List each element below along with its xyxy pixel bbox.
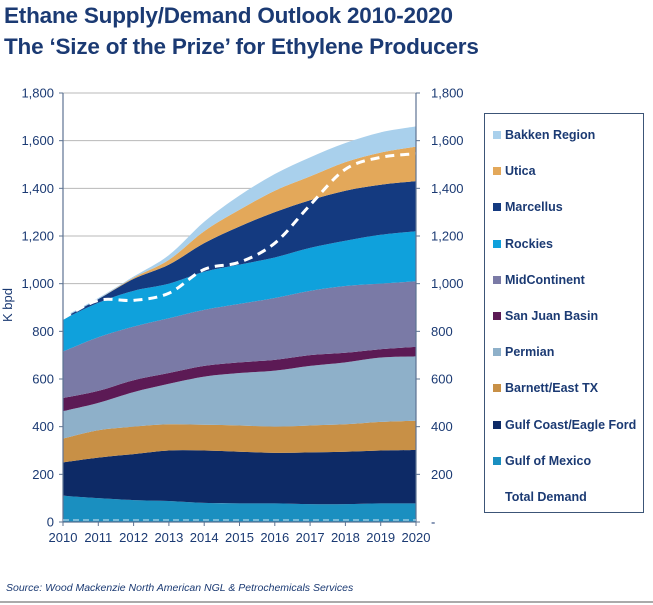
legend-swatch (493, 203, 501, 212)
legend-label: Bakken Region (505, 128, 596, 142)
legend-swatch (493, 348, 501, 357)
legend-swatch (493, 275, 501, 284)
y-tick-label-left: 200 (32, 467, 54, 482)
area-rockies (63, 231, 416, 352)
y-tick-label-left: 0 (47, 515, 54, 530)
legend-swatch (493, 131, 501, 139)
legend-label: Gulf Coast/Eagle Ford (505, 417, 637, 432)
legend-swatch (493, 312, 501, 320)
legend-item-gulf-of-mexico: Gulf of Mexico (493, 454, 591, 468)
legend-swatch (493, 456, 501, 465)
legend-swatch (493, 420, 501, 429)
source-note: Source: Wood Mackenzie North American NG… (6, 582, 354, 594)
area-barnett-east-tx (63, 420, 416, 463)
area-marcellus (63, 181, 416, 320)
y-axis-left: 0 200 400 600 800 1,000 1,200 1,400 1,600 1,800 (21, 86, 63, 530)
y-tick-label-right: 200 (431, 467, 453, 482)
x-axis: 2010 2011 2012 2013 2014 2015 2016 2017 2018 2019… (49, 522, 431, 545)
y-tick-label-right: - (431, 515, 435, 530)
y-tick-label-left: 1,400 (21, 181, 54, 196)
x-tick-label: 2020 (402, 530, 431, 545)
x-tick-label: 2013 (154, 530, 183, 545)
chart-subtitle: The ‘Size of the Prize’ for Ethylene Pro… (4, 34, 479, 59)
legend: Bakken Region Utica Marcellus Rockies MidCon… (484, 113, 644, 513)
legend-label: Total Demand (505, 490, 587, 504)
legend-label: Permian (505, 345, 555, 360)
area-midcontinent (63, 281, 416, 399)
y-tick-label-left: 1,800 (21, 86, 54, 101)
legend-item-marcellus: Marcellus (493, 200, 563, 214)
legend-swatch (493, 493, 501, 501)
chart-title: Ethane Supply/Demand Outlook 2010-2020 (4, 3, 453, 28)
area-san-juan-basin (63, 346, 416, 412)
legend-label: MidContinent (505, 272, 585, 287)
y-tick-label-right: 1,400 (431, 181, 464, 196)
x-tick-label: 2014 (190, 530, 219, 545)
legend-swatch (493, 384, 501, 393)
y-axis-title: K bpd (0, 288, 15, 322)
legend-label: Rockies (505, 236, 553, 251)
area-utica (63, 146, 416, 319)
area-gulf-coast-eagle-ford (63, 450, 416, 505)
area-permian (63, 356, 416, 439)
y-tick-label-right: 1,800 (431, 86, 464, 101)
x-tick-label: 2015 (225, 530, 254, 545)
legend-item-bakken-region: Bakken Region (493, 128, 595, 142)
total-demand-line (62, 152, 417, 320)
legend-label: San Juan Basin (505, 309, 599, 323)
footer-divider (0, 601, 653, 603)
x-tick-label: 2018 (331, 530, 360, 545)
y-tick-label-left: 1,000 (21, 276, 54, 291)
legend-swatch (493, 239, 501, 248)
legend-label: Gulf of Mexico (505, 453, 592, 468)
x-tick-label: 2017 (296, 530, 325, 545)
legend-label: Barnett/East TX (505, 381, 599, 396)
legend-swatch (493, 167, 501, 176)
legend-item-rockies: Rockies (493, 237, 553, 251)
legend-item-gulf-coast-eagle-ford: Gulf Coast/Eagle Ford (493, 418, 636, 432)
legend-label: Utica (505, 164, 536, 179)
y-tick-label-left: 800 (32, 324, 54, 339)
legend-label: Marcellus (505, 200, 563, 215)
legend-item-permian: Permian (493, 345, 554, 359)
y-tick-label-right: 1,600 (431, 133, 464, 148)
x-tick-label: 2016 (260, 530, 289, 545)
legend-item-total-demand: Total Demand (493, 490, 587, 504)
x-tick-label: 2010 (49, 530, 78, 545)
y-tick-label-right: 1,000 (431, 276, 464, 291)
legend-item-san-juan-basin: San Juan Basin (493, 309, 598, 323)
area-series (63, 126, 416, 522)
y-tick-label-right: 800 (431, 324, 453, 339)
x-tick-label: 2012 (119, 530, 148, 545)
area-gulf-of-mexico (63, 495, 416, 522)
y-tick-label-left: 600 (32, 372, 54, 387)
x-tick-label: 2019 (366, 530, 395, 545)
legend-item-barnett-east-tx: Barnett/East TX (493, 381, 598, 395)
y-tick-label-right: 1,200 (431, 229, 464, 244)
x-tick-label: 2011 (84, 530, 112, 545)
y-tick-label-right: 600 (431, 372, 453, 387)
total-demand-line-path (62, 152, 417, 320)
legend-item-midcontinent: MidContinent (493, 273, 585, 287)
y-tick-label-right: 400 (431, 419, 453, 434)
y-tick-label-left: 1,600 (21, 133, 54, 148)
area-bakken-region (63, 126, 416, 319)
y-axis-right: - 200 400 600 800 1,000 1,200 1,400 1,600 1,800 (416, 86, 464, 530)
legend-item-utica: Utica (493, 164, 536, 178)
y-tick-label-left: 400 (32, 419, 54, 434)
y-tick-label-left: 1,200 (21, 229, 54, 244)
